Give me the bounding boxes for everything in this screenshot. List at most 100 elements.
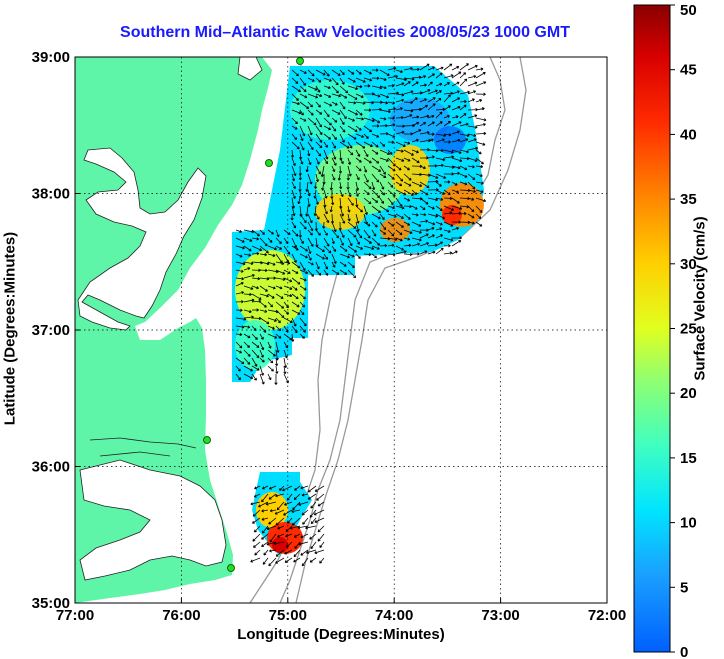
velocity-arrow <box>443 91 453 95</box>
velocity-arrow <box>395 173 404 182</box>
velocity-arrow <box>451 236 462 240</box>
velocity-arrow <box>467 181 476 190</box>
velocity-arrow <box>331 133 337 140</box>
velocity-arrow <box>275 557 285 564</box>
velocity-arrow <box>379 165 386 175</box>
velocity-arrow <box>323 117 332 126</box>
velocity-arrow <box>459 78 468 87</box>
velocity-arrow <box>355 165 362 172</box>
velocity-arrow <box>251 229 260 237</box>
velocity-arrow <box>291 269 299 274</box>
velocity-arrow <box>427 132 435 136</box>
velocity-arrow <box>339 85 349 94</box>
velocity-arrow <box>379 197 385 204</box>
velocity-arrow <box>403 157 411 162</box>
velocity-arrow <box>435 90 442 95</box>
velocity-arrow <box>307 125 313 136</box>
velocity-arrow <box>467 98 475 103</box>
velocity-arrow <box>339 205 345 217</box>
velocity-arrow <box>427 121 435 127</box>
velocity-arrow <box>291 229 299 237</box>
velocity-arrow <box>363 69 372 75</box>
velocity-arrow <box>371 245 380 250</box>
velocity-arrow <box>467 64 478 71</box>
velocity-arrow <box>379 124 388 128</box>
velocity-arrow <box>347 101 357 105</box>
velocity-arrow <box>323 189 328 199</box>
velocity-arrow <box>339 213 346 224</box>
velocity-arrow <box>403 221 411 226</box>
velocity-arrows <box>235 63 487 567</box>
velocity-arrow <box>291 325 298 334</box>
velocity-arrow <box>307 173 313 185</box>
velocity-arrow <box>411 242 421 247</box>
velocity-arrow <box>419 242 430 247</box>
velocity-arrow <box>363 181 372 190</box>
velocity-arrow <box>371 197 379 203</box>
velocity-arrow <box>395 149 404 153</box>
velocity-arrow <box>419 205 426 210</box>
velocity-arrow <box>339 253 350 259</box>
velocity-arrow <box>291 85 301 93</box>
velocity-arrow <box>267 237 273 243</box>
velocity-arrow <box>267 357 274 364</box>
velocity-arrow <box>443 237 454 242</box>
velocity-arrow <box>299 141 305 151</box>
velocity-arrow <box>355 189 359 197</box>
velocity-arrow <box>299 117 307 122</box>
velocity-arrow <box>403 189 414 196</box>
velocity-arrow <box>451 130 460 135</box>
velocity-arrow <box>252 517 261 524</box>
velocity-arrow <box>355 101 366 105</box>
velocity-arrow <box>467 74 477 79</box>
velocity-arrow <box>307 93 319 99</box>
velocity-arrow <box>323 229 328 236</box>
velocity-arrow <box>363 229 371 239</box>
velocity-arrow <box>347 109 358 116</box>
velocity-arrow <box>315 157 320 165</box>
velocity-arrow <box>259 317 270 325</box>
velocity-arrow <box>331 253 337 264</box>
velocity-arrow <box>379 132 389 136</box>
velocity-arrow <box>339 109 347 120</box>
velocity-arrow <box>459 181 468 186</box>
velocity-arrow <box>419 89 431 95</box>
velocity-arrow <box>331 109 341 115</box>
velocity-arrow <box>283 317 293 323</box>
velocity-arrow <box>315 69 326 76</box>
velocity-arrow <box>275 549 285 557</box>
chesapeake-bay <box>77 147 207 331</box>
velocity-arrow <box>355 149 361 157</box>
velocity-arrow <box>299 85 307 93</box>
velocity-arrow <box>291 333 295 342</box>
velocity-arrow <box>443 221 454 227</box>
velocity-arrow <box>379 101 389 105</box>
x-tick-label: 72:00 <box>588 607 626 624</box>
colorbar-tick-label: 0 <box>680 644 688 659</box>
velocity-arrow <box>283 229 291 235</box>
velocity-arrow <box>243 373 254 380</box>
velocity-arrow <box>459 138 469 143</box>
velocity-arrow <box>259 333 264 340</box>
velocity-arrow <box>475 71 486 79</box>
velocity-arrow <box>475 189 484 194</box>
velocity-arrow <box>475 122 486 127</box>
velocity-arrow <box>443 140 451 144</box>
velocity-arrow <box>339 229 345 238</box>
velocity-arrow <box>259 357 265 363</box>
velocity-arrow <box>371 93 381 98</box>
velocity-arrow <box>315 109 323 115</box>
velocity-arrow <box>387 221 395 227</box>
velocity-arrow <box>291 237 298 249</box>
velocity-arrow <box>291 517 301 526</box>
velocity-arrow <box>267 261 276 266</box>
velocity-arrow <box>323 245 332 254</box>
velocity-arrow <box>331 117 338 123</box>
velocity-arrow <box>403 114 413 119</box>
velocity-arrow <box>251 277 261 281</box>
velocity-arrow <box>259 245 269 254</box>
colorbar-tick-label: 30 <box>680 256 697 273</box>
velocity-arrow <box>251 308 259 312</box>
